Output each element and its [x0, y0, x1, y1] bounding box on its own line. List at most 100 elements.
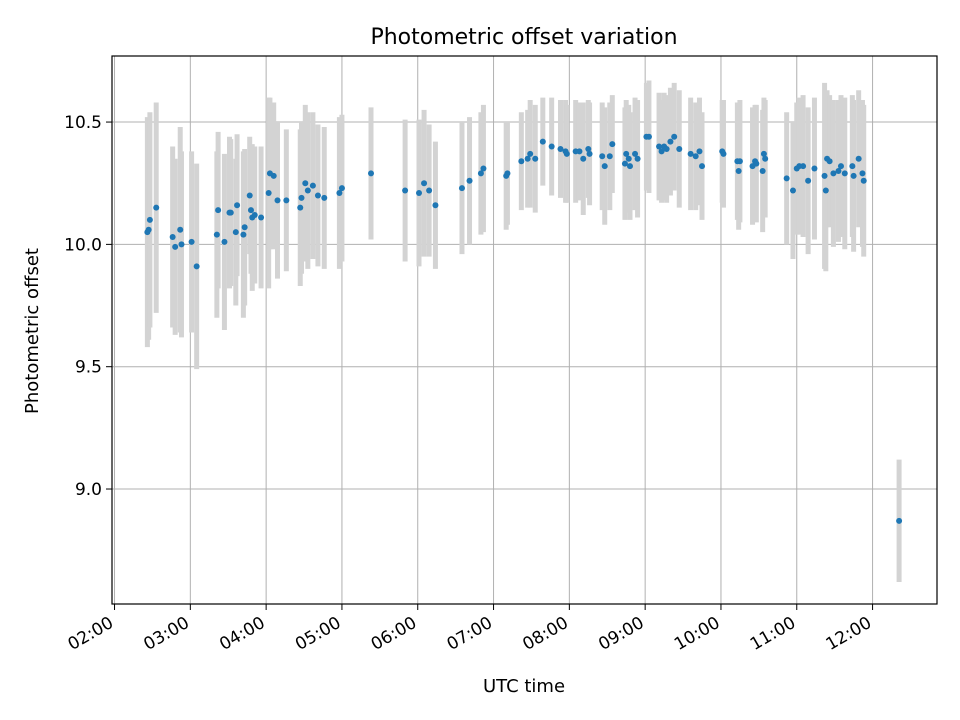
data-point: [234, 202, 241, 209]
data-point: [841, 170, 848, 177]
data-point: [835, 167, 842, 174]
data-point: [805, 177, 812, 184]
data-point: [830, 170, 837, 177]
data-point: [367, 170, 374, 177]
data-point: [539, 138, 546, 145]
data-point: [145, 226, 152, 233]
data-point: [720, 150, 727, 157]
y-tick-label: 9.5: [75, 358, 102, 378]
data-point: [687, 150, 694, 157]
data-point: [632, 150, 639, 157]
data-point: [232, 229, 239, 236]
data-point: [309, 182, 316, 189]
x-axis-label: UTC time: [483, 676, 565, 697]
data-point: [585, 145, 592, 152]
data-point: [789, 187, 796, 194]
data-point: [860, 177, 867, 184]
data-point: [753, 160, 760, 167]
data-point: [188, 238, 195, 245]
data-point: [258, 214, 265, 221]
data-point: [177, 226, 184, 233]
data-point: [855, 155, 862, 162]
data-point: [563, 150, 570, 157]
data-point: [193, 263, 200, 270]
data-point: [241, 224, 248, 231]
data-point: [466, 177, 473, 184]
data-point: [621, 160, 628, 167]
data-point: [626, 163, 633, 170]
data-point: [671, 133, 678, 140]
y-axis-ticks: 9.0 9.5 10.0 10.5: [64, 113, 112, 500]
data-point: [762, 155, 769, 162]
data-point: [586, 150, 593, 157]
data-point: [663, 145, 670, 152]
data-point: [837, 163, 844, 170]
data-point: [849, 163, 856, 170]
data-point: [634, 155, 641, 162]
data-point: [811, 165, 818, 172]
data-point: [821, 172, 828, 179]
data-point: [625, 155, 632, 162]
data-point: [304, 187, 311, 194]
data-point: [599, 153, 606, 160]
data-point: [576, 148, 583, 155]
data-points: [144, 133, 903, 524]
data-point: [270, 172, 277, 179]
data-point: [178, 241, 185, 248]
data-point: [247, 207, 254, 214]
data-point: [557, 145, 564, 152]
data-point: [760, 150, 767, 157]
data-point: [692, 153, 699, 160]
data-point: [896, 517, 903, 524]
data-point: [658, 148, 665, 155]
data-point: [321, 194, 328, 201]
data-point: [215, 207, 222, 214]
data-point: [548, 143, 555, 150]
data-point: [227, 209, 234, 216]
data-point: [859, 170, 866, 177]
data-point: [477, 170, 484, 177]
data-point: [532, 155, 539, 162]
data-point: [153, 204, 160, 211]
data-point: [283, 197, 290, 204]
data-point: [736, 158, 743, 165]
data-point: [850, 172, 857, 179]
y-tick-label: 10.5: [64, 113, 102, 133]
data-point: [580, 155, 587, 162]
data-point: [676, 145, 683, 152]
data-point: [265, 190, 272, 196]
data-point: [146, 216, 153, 223]
data-point: [421, 180, 428, 187]
data-point: [504, 170, 511, 177]
data-point: [759, 167, 766, 174]
data-point: [172, 243, 179, 250]
data-point: [314, 192, 321, 199]
data-point: [609, 141, 616, 148]
data-point: [240, 231, 247, 238]
data-point: [302, 180, 309, 187]
data-point: [645, 133, 652, 140]
y-tick-label: 9.0: [75, 480, 102, 500]
data-point: [336, 190, 343, 196]
data-point: [338, 185, 345, 192]
data-point: [221, 238, 228, 245]
data-point: [416, 190, 423, 196]
data-point: [298, 194, 305, 201]
data-point: [623, 150, 630, 157]
data-point: [297, 204, 304, 211]
data-point: [213, 231, 220, 238]
data-point: [458, 185, 465, 192]
data-point: [656, 143, 663, 150]
data-point: [251, 212, 258, 219]
data-point: [274, 197, 281, 204]
chart-title: Photometric offset variation: [370, 25, 677, 50]
data-point: [601, 163, 608, 170]
data-point: [696, 148, 703, 155]
data-point: [667, 138, 674, 145]
data-point: [826, 158, 833, 165]
data-point: [402, 187, 409, 194]
data-point: [735, 167, 742, 174]
plot-frame: [111, 55, 938, 605]
data-point: [606, 153, 613, 160]
